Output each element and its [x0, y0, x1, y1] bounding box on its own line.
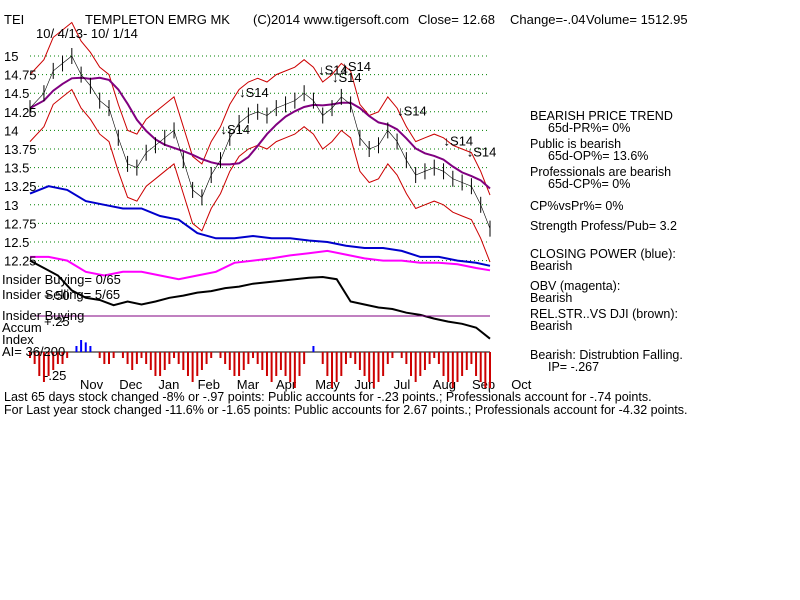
x-tick-label: Dec	[119, 377, 143, 392]
moving-average-line	[29, 76, 491, 190]
insider-selling: Insider Selling= 5/65	[2, 287, 121, 302]
insider-buying-count: Insider Buying= 0/65	[2, 272, 121, 287]
series-lines	[29, 48, 491, 340]
y-tick-label: 12.5	[4, 235, 29, 250]
y-tick-label: 14.25	[4, 105, 37, 120]
x-tick-label: Apr	[276, 377, 297, 392]
sell-signal: ↓S14	[444, 133, 474, 148]
x-tick-label: Mar	[237, 377, 260, 392]
x-tick-label: Jan	[158, 377, 179, 392]
ip-value: IP= -.267	[548, 360, 600, 374]
insider-buying-label: Insider Buying	[2, 308, 85, 323]
y-tick-label: 13.75	[4, 142, 37, 157]
price-line	[29, 55, 491, 229]
x-tick-label: Jul	[394, 377, 411, 392]
signal-marks: ↓S14↓S14↓S14↓S14↓S14↓S14↓S14↓S14	[221, 59, 497, 160]
sell-signal: ↓S14	[239, 85, 269, 100]
relstr-label: REL.STR..VS DJI (brown):	[530, 307, 678, 321]
lower-band	[29, 88, 491, 263]
accum-tick-label: -.25	[44, 368, 66, 383]
obv-value: Bearish	[530, 291, 573, 305]
y-tick-label: 13	[4, 198, 18, 213]
footer-line-1: Last 65 days stock changed -8% or -.97 p…	[4, 390, 652, 404]
sell-signal: ↓S14	[467, 144, 497, 159]
sell-signal: ↓S14	[332, 70, 362, 85]
x-tick-label: Nov	[80, 377, 104, 392]
closing-power-line	[29, 185, 491, 267]
y-tick-labels: 15 14.75 14.5 14.25 14 13.75 13.5 13.25 13 12.75 1…	[4, 49, 37, 269]
cp-vs-pr: CP%vsPr%= 0%	[530, 199, 624, 213]
x-tick-label: Oct	[511, 377, 532, 392]
closing-power-value: Bearish	[530, 259, 573, 273]
sell-signal: ↓S14	[221, 122, 251, 137]
strength: Strength Profess/Pub= 3.2	[530, 219, 677, 233]
volume-value: Volume= 1512.95	[586, 12, 688, 27]
op-value: 65d-OP%= 13.6%	[548, 149, 649, 163]
accum-index-bars: +.25 -.25 +.50	[29, 288, 491, 388]
y-tick-label: 14	[4, 123, 18, 138]
accum-tick-label: +.25	[44, 314, 70, 329]
grid-lines	[30, 55, 490, 262]
accum-tick-label: +.50	[44, 288, 70, 303]
y-tick-label: 15	[4, 49, 18, 64]
x-tick-label: Aug	[433, 377, 456, 392]
index-label: Index	[2, 332, 34, 347]
y-tick-label: 12.25	[4, 254, 37, 269]
y-tick-label: 13.25	[4, 179, 37, 194]
x-tick-label: Feb	[198, 377, 220, 392]
ticker: TEI	[4, 12, 25, 27]
accum-label: Accum	[2, 320, 42, 335]
pr-value: 65d-PR%= 0%	[548, 121, 631, 135]
sell-signal: ↓S14	[318, 63, 348, 78]
sell-signal: ↓S14	[397, 104, 427, 119]
y-tick-label: 12.75	[4, 216, 37, 231]
relstr-line	[29, 259, 491, 340]
public-status: Public is bearish	[530, 137, 622, 151]
date-range: 10/ 4/13- 10/ 1/14	[36, 26, 138, 41]
y-tick-label: 14.75	[4, 68, 37, 83]
side-panel: BEARISH PRICE TREND 65d-PR%= 0% Public i…	[530, 109, 683, 374]
y-tick-label: 14.5	[4, 86, 29, 101]
distribution-status: Bearish: Distrubtion Falling.	[530, 348, 683, 362]
close-value: Close= 12.68	[418, 12, 495, 27]
sell-signal: ↓S14	[341, 59, 371, 74]
security-name: TEMPLETON EMRG MK	[85, 12, 230, 27]
x-tick-label: May	[315, 377, 340, 392]
obv-line	[30, 249, 491, 281]
copyright: (C)2014 www.tigersoft.com	[253, 12, 410, 27]
change-value: Change=-.04	[510, 12, 586, 27]
relstr-value: Bearish	[530, 319, 573, 333]
trend-title: BEARISH PRICE TREND	[530, 109, 673, 123]
closing-power-label: CLOSING POWER (blue):	[530, 247, 676, 261]
cp-value: 65d-CP%= 0%	[548, 177, 631, 191]
pros-status: Professionals are bearish	[530, 165, 672, 179]
obv-label: OBV (magenta):	[530, 279, 621, 293]
price-bands	[29, 21, 491, 263]
footer-line-2: For Last year stock changed -11.6% or -1…	[4, 403, 688, 417]
upper-band	[29, 21, 491, 196]
ai-value: AI= 36/200	[2, 344, 66, 359]
y-tick-label: 13.5	[4, 161, 29, 176]
